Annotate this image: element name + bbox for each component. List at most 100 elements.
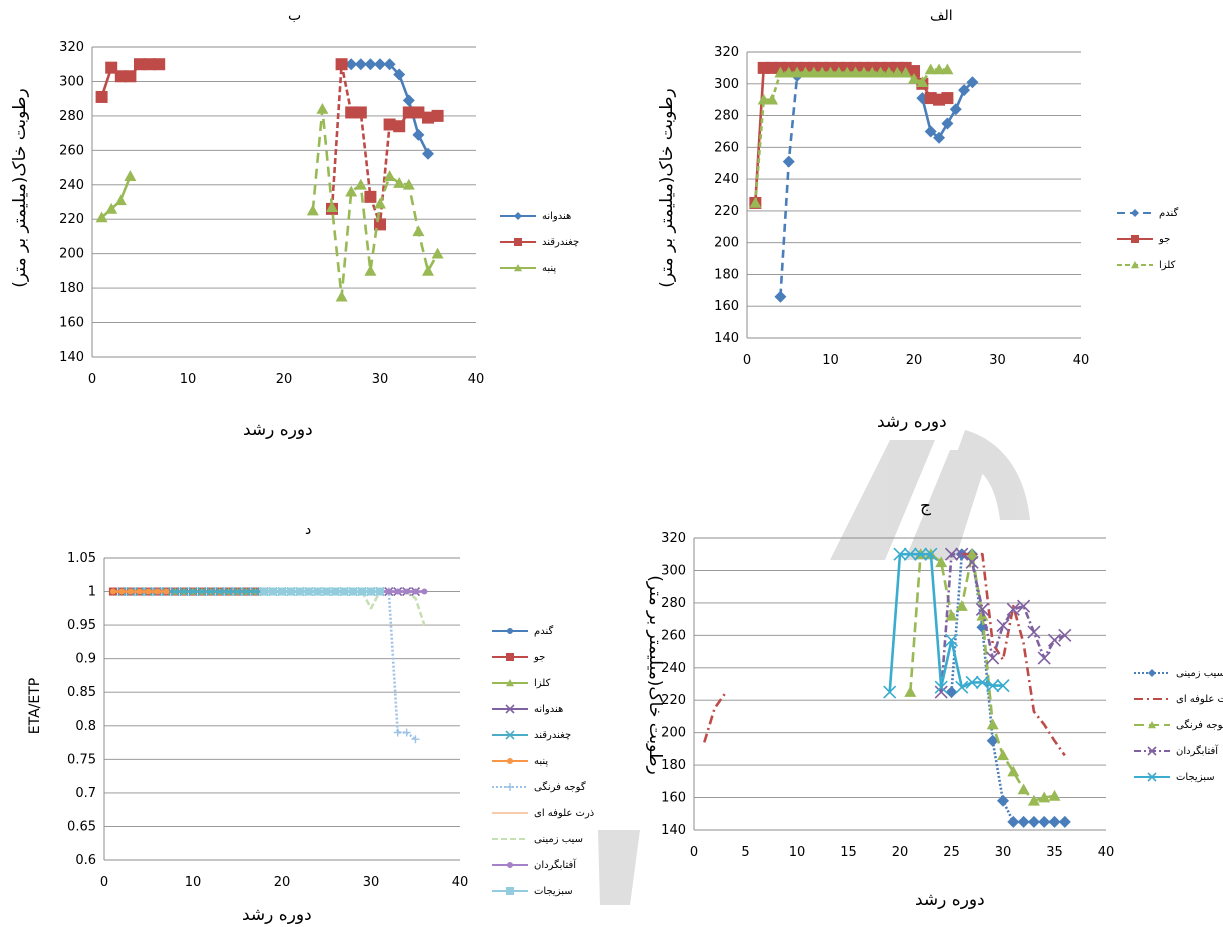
data-point xyxy=(402,178,415,190)
series-ذرت علوفه ای xyxy=(961,552,1066,757)
series-گوجه فرنگی xyxy=(367,587,420,744)
data-point xyxy=(1038,791,1051,803)
chart-legend: گندم جو کلزا هندوانه چغندرقند پنبه گوجه فرنگی ذ… xyxy=(490,618,598,904)
series-پنبه xyxy=(109,588,170,595)
y-tick-label: 220 xyxy=(661,693,686,708)
legend-swatch xyxy=(500,212,536,220)
x-tick-label: 15 xyxy=(840,845,857,860)
legend-item: کلزا xyxy=(1115,252,1220,278)
data-point xyxy=(331,587,340,596)
data-point xyxy=(899,66,912,78)
y-tick-label: 320 xyxy=(714,45,739,60)
data-point xyxy=(354,58,367,71)
data-point xyxy=(782,155,795,168)
data-point xyxy=(145,588,152,595)
y-tick-label: 320 xyxy=(59,40,84,55)
series-line xyxy=(311,107,439,298)
legend-swatch xyxy=(492,887,528,895)
y-tick-label: 0.75 xyxy=(67,752,96,767)
legend-marker xyxy=(1131,209,1139,217)
legend-item: گندم xyxy=(490,618,598,644)
x-tick-label: 0 xyxy=(88,372,96,387)
y-tick-label: 0.8 xyxy=(75,719,96,734)
data-point xyxy=(345,58,358,71)
series-line xyxy=(703,692,726,743)
x-tick-label: 30 xyxy=(989,353,1006,368)
x-tick-label: 10 xyxy=(185,875,202,890)
legend-swatch xyxy=(500,238,536,246)
data-point xyxy=(326,201,338,212)
data-point xyxy=(364,58,377,71)
data-point xyxy=(934,685,948,699)
legend-label: جو xyxy=(1159,233,1171,245)
data-point xyxy=(799,66,812,78)
legend-swatch xyxy=(1117,209,1153,217)
data-point xyxy=(841,66,854,78)
legend-marker xyxy=(1147,772,1157,782)
series-line xyxy=(779,75,799,297)
data-point xyxy=(945,686,958,699)
data-point xyxy=(114,194,127,206)
x-tick-label: 40 xyxy=(1073,353,1090,368)
legend-item: پنبه xyxy=(498,255,598,281)
data-point xyxy=(411,735,420,744)
legend-item: ذرت علوفه ای xyxy=(490,800,598,826)
data-point xyxy=(170,586,180,597)
data-point xyxy=(1017,815,1030,828)
series-گندم xyxy=(916,76,979,144)
legend-marker xyxy=(506,783,514,791)
legend-label: جو xyxy=(534,651,546,663)
y-tick-label: 280 xyxy=(714,109,739,124)
data-point xyxy=(941,63,954,75)
data-point xyxy=(908,73,920,84)
data-point xyxy=(105,61,118,74)
legend-marker xyxy=(505,704,515,714)
data-point xyxy=(935,556,948,568)
data-point xyxy=(278,587,286,596)
x-axis-label: دوره رشد xyxy=(243,420,313,440)
legend-item: سبزیجات xyxy=(490,878,598,904)
data-point xyxy=(832,66,845,78)
data-point xyxy=(241,586,251,597)
data-point xyxy=(143,58,156,71)
data-point xyxy=(1007,815,1020,828)
data-point xyxy=(163,588,170,595)
x-tick-label: 20 xyxy=(892,845,909,860)
data-point xyxy=(345,106,358,119)
series-سبزیجات xyxy=(260,587,384,596)
data-point xyxy=(857,66,870,78)
data-point xyxy=(1048,815,1061,828)
plot-area: 140 160 180 200 220 240 260 280 300 320 0 5 10 15 20 25… xyxy=(661,531,1114,860)
data-point xyxy=(394,588,401,595)
legend-label: آفتابگردان xyxy=(534,859,577,871)
data-point xyxy=(393,120,406,133)
data-point xyxy=(422,264,434,276)
data-point xyxy=(975,602,989,616)
x-tick-label: 30 xyxy=(363,875,380,890)
data-point xyxy=(354,106,367,119)
y-tick-label: 260 xyxy=(59,143,84,158)
series-line xyxy=(100,175,132,219)
legend-marker xyxy=(507,862,513,868)
data-point xyxy=(260,587,269,596)
series-line xyxy=(330,62,438,226)
data-point xyxy=(941,117,954,130)
data-point xyxy=(955,547,969,561)
y-tick-label: 140 xyxy=(714,331,739,346)
data-point xyxy=(269,587,278,596)
legend-label: ذرت علوفه ای xyxy=(1176,693,1223,705)
data-point xyxy=(322,587,331,596)
data-point xyxy=(965,555,979,569)
data-point xyxy=(807,66,820,78)
legend-item: چغندرقند xyxy=(498,229,598,255)
data-point xyxy=(944,547,959,561)
data-point xyxy=(774,66,787,78)
legend-swatch xyxy=(492,862,528,868)
legend-label: آفتابگردان xyxy=(1176,745,1219,757)
data-point xyxy=(345,185,358,197)
data-point xyxy=(1048,789,1061,801)
legend-swatch xyxy=(492,679,528,687)
legend-item: چغندرقند xyxy=(490,722,598,748)
y-tick-label: 260 xyxy=(661,628,686,643)
series-سبزیجات xyxy=(883,547,1010,699)
